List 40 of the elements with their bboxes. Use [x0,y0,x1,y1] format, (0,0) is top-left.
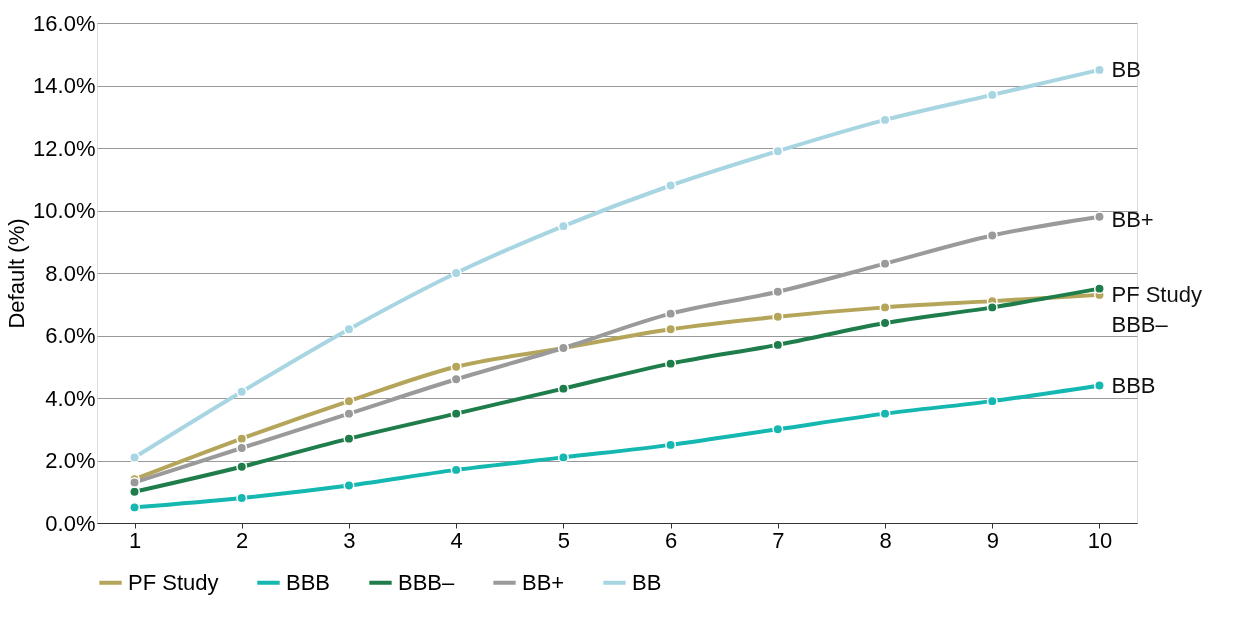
y-tick-label: 0.0% [45,510,96,536]
point [1093,283,1105,295]
point [1093,380,1105,391]
x-tick-label: 1 [128,527,142,553]
y-tick-label: 10.0% [33,198,96,223]
annotation: BB+ [1111,206,1154,232]
annotation: BB [1111,56,1141,82]
y-tick-label: 4.0% [45,385,96,411]
x-tick-label: 9 [986,527,999,553]
x-tick-label: 5 [557,527,571,553]
annotation: BBB– [1111,311,1169,337]
annotation: PF Study [1111,281,1202,307]
point [129,501,141,513]
y-tick-label: 8.0% [45,260,96,286]
x-tick-label: 7 [772,527,785,553]
point [557,451,569,463]
x-tick-label: 8 [879,527,892,553]
point [665,323,677,335]
y-tick-label: 16.0% [33,10,96,36]
point [665,180,677,191]
x-tick-label: 4 [450,527,463,553]
point [986,301,998,313]
x-tick-label: 10 [1087,527,1113,553]
y-axis-title: Default (%) [4,218,30,329]
annotation: BBB [1111,372,1156,398]
legend-label: BBB [286,569,331,595]
x-tick-label: 6 [664,527,678,553]
y-tick-label: 12.0% [33,135,96,161]
y-tick-label: 14.0% [33,73,96,98]
x-tick-label: 2 [236,527,249,553]
y-tick-label: 2.0% [45,448,96,473]
x-tick-label: 3 [343,527,356,553]
legend-label: PF Study [128,569,219,595]
point [986,230,998,241]
y-tick-label: 6.0% [45,323,96,348]
legend-label: BBB– [398,569,456,595]
legend-label: BB+ [522,569,565,595]
legend-label: BB [632,569,662,595]
point [772,423,784,435]
point [343,480,355,491]
